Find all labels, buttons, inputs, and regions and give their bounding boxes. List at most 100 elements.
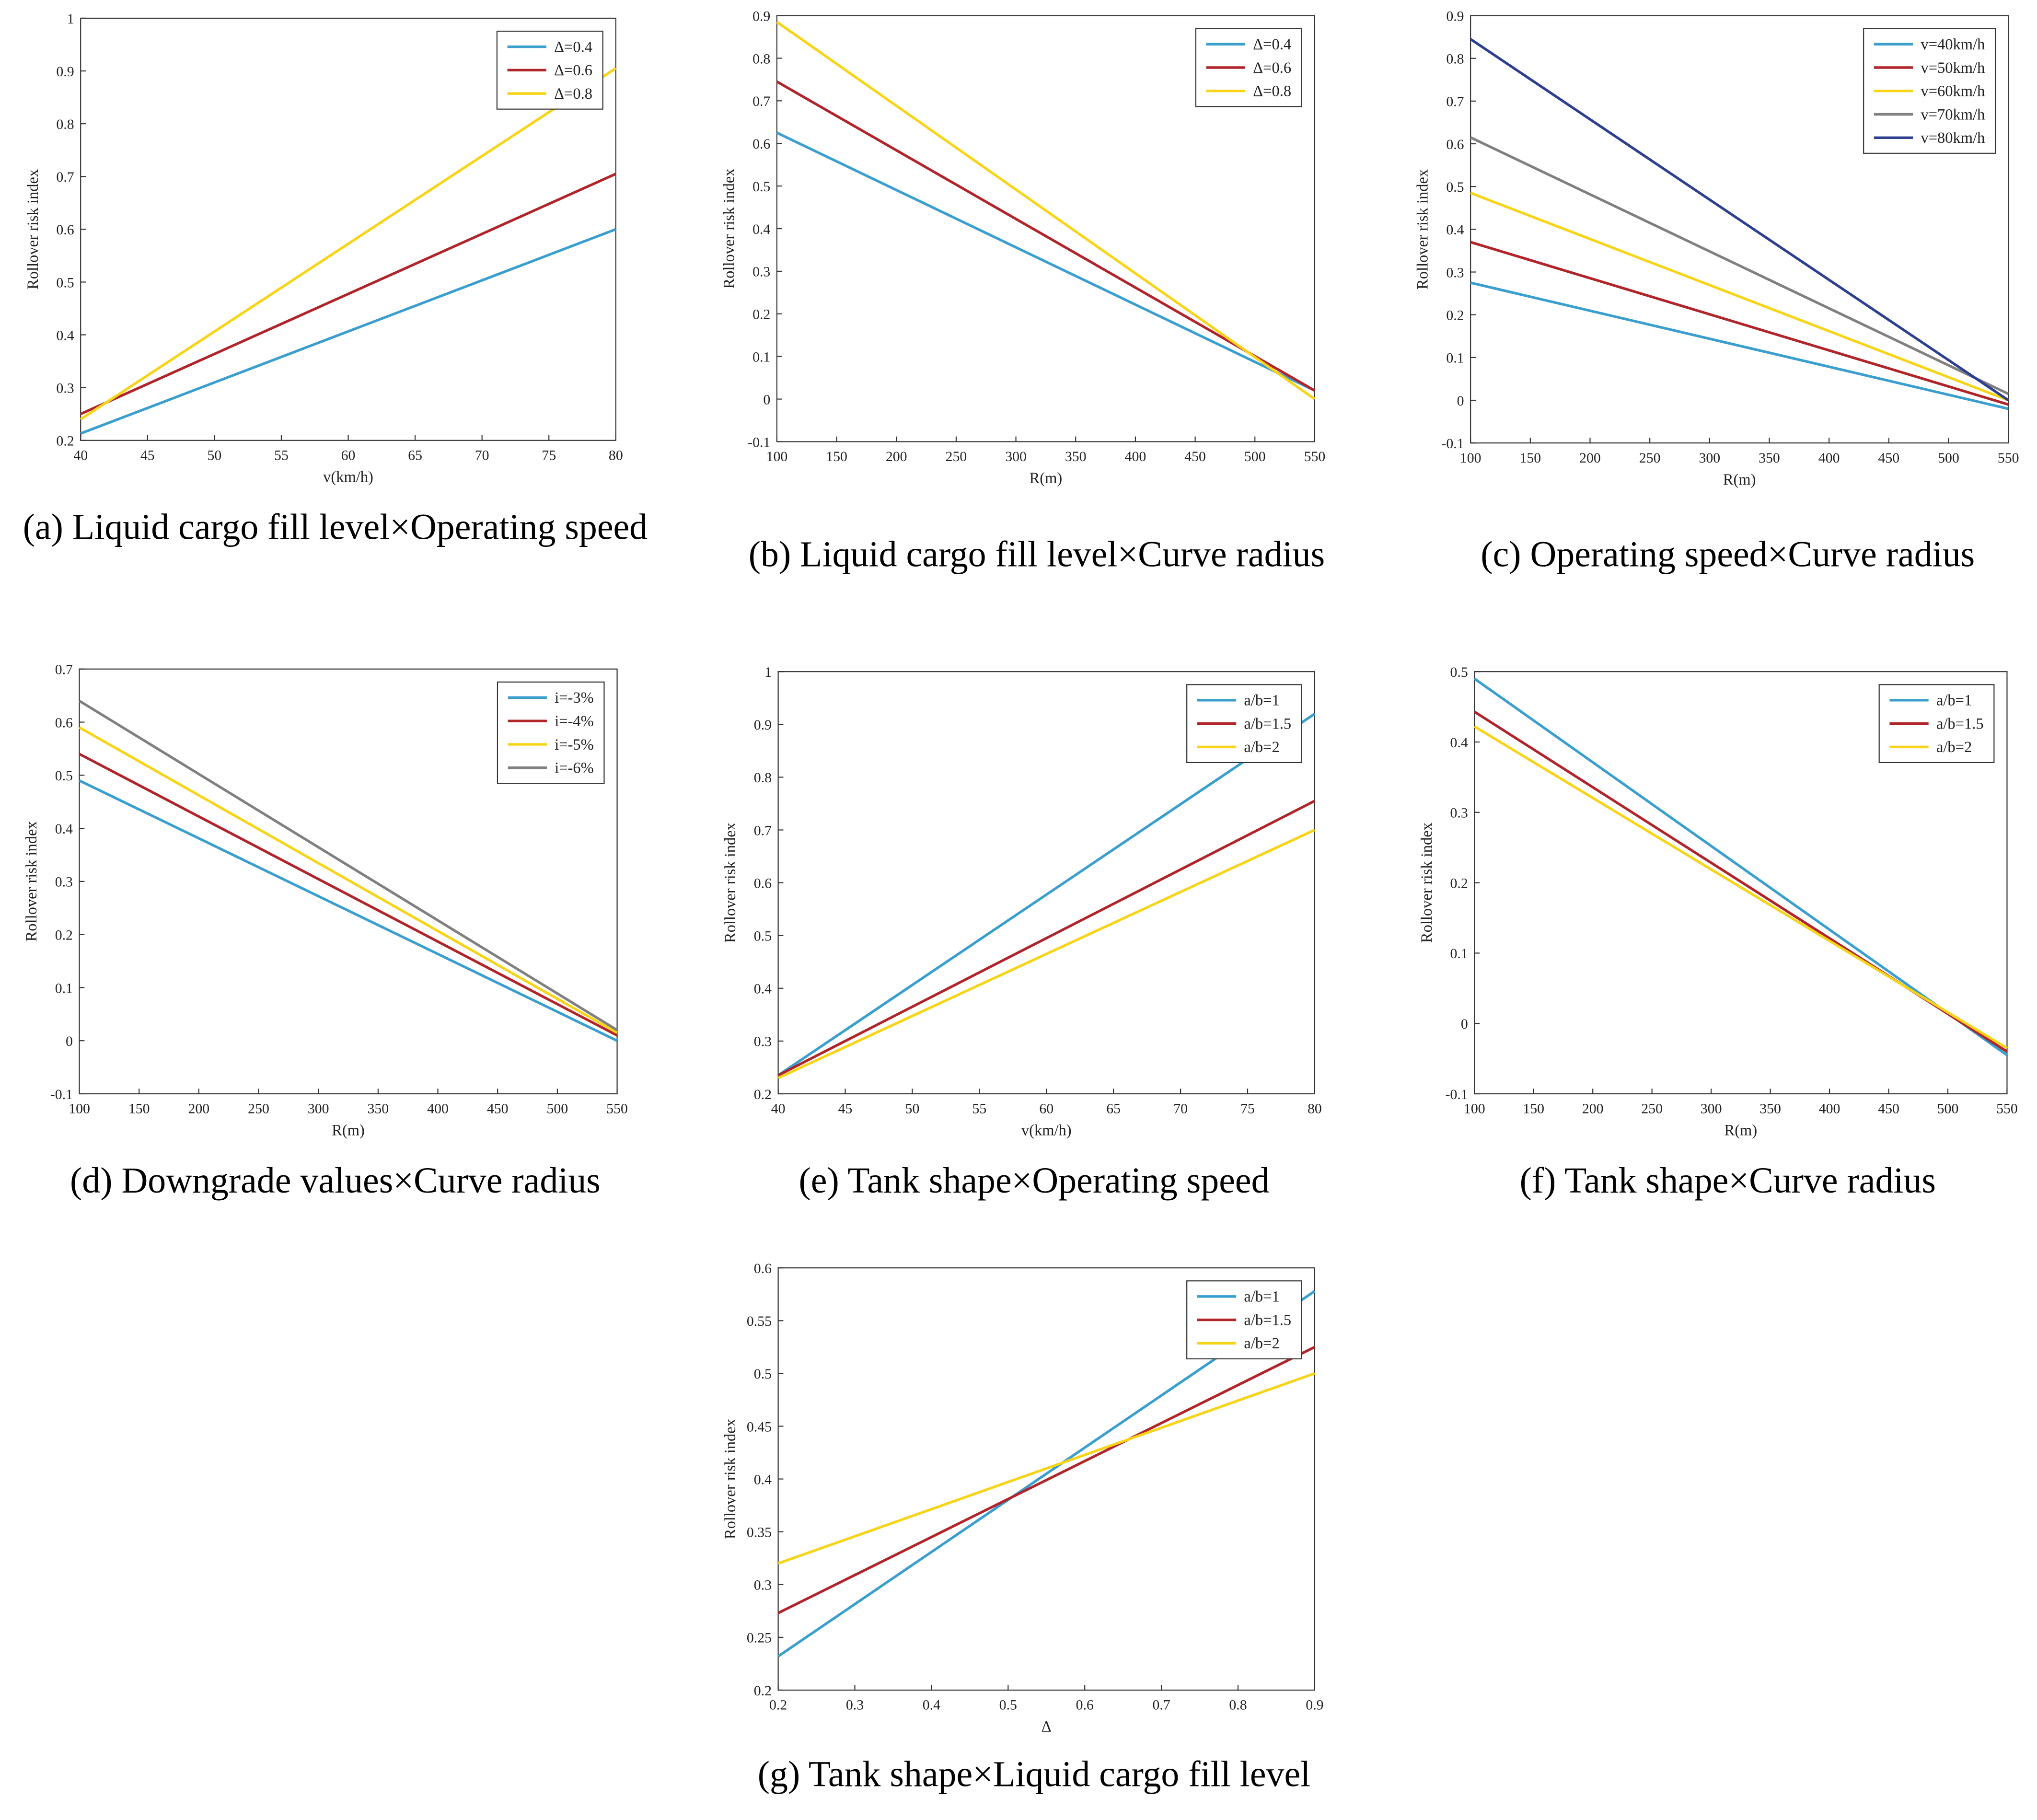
x-tick-label: 450 <box>1184 449 1206 464</box>
x-tick-label: 150 <box>128 1101 150 1117</box>
x-tick-label: 400 <box>427 1101 449 1117</box>
y-tick-label: 0.3 <box>1450 805 1468 821</box>
x-tick-label: 150 <box>1523 1101 1544 1117</box>
y-tick-label: 0 <box>1457 393 1464 409</box>
series-line <box>1470 241 2009 406</box>
series-line <box>776 80 1316 392</box>
x-tick-label: 550 <box>1996 1101 2018 1117</box>
x-tick-label: 40 <box>73 447 88 463</box>
legend: v=40km/h v=50km/h v=60km/h v=70km/h v=80km/h <box>1863 28 1996 154</box>
y-tick-label: 0.3 <box>1446 265 1464 280</box>
y-tick-label: 0.2 <box>56 433 74 449</box>
y-tick-label: 0.1 <box>55 980 73 996</box>
x-tick-label: 350 <box>368 1101 389 1117</box>
series-line <box>79 753 618 1037</box>
y-tick-label: 0.3 <box>754 1577 772 1593</box>
y-tick-label: -0.1 <box>748 434 770 450</box>
x-tick-label: 200 <box>1582 1101 1604 1117</box>
x-tick-label: 80 <box>1308 1101 1322 1117</box>
y-tick-label: 0.7 <box>56 169 74 185</box>
legend-label: v=40km/h <box>1921 36 1985 53</box>
series-line <box>79 726 618 1034</box>
series-line <box>776 21 1316 400</box>
y-tick-label: 0.9 <box>1446 8 1464 24</box>
y-tick-label: 0.8 <box>1446 51 1464 67</box>
x-tick-label: 550 <box>1998 450 2019 466</box>
y-tick-label: 0 <box>763 392 770 407</box>
series-line <box>1473 725 2008 1049</box>
y-tick-label: 0.1 <box>1446 350 1464 366</box>
x-tick-label: 550 <box>1304 449 1326 464</box>
legend: i=-3% i=-4% i=-5% i=-6% <box>497 681 605 784</box>
y-tick-label: 0.6 <box>56 222 74 238</box>
x-tick-label: 450 <box>487 1101 509 1117</box>
y-tick-label: 0.1 <box>1450 946 1468 962</box>
x-tick-label: 45 <box>838 1101 853 1117</box>
x-tick-label: 250 <box>1639 450 1661 466</box>
x-tick-label: 0.2 <box>769 1697 787 1713</box>
x-axis-label: v(km/h) <box>323 468 373 486</box>
series-line <box>777 713 1316 1077</box>
y-tick-label: 0 <box>1461 1016 1468 1032</box>
y-tick-label: 0.3 <box>754 1034 772 1050</box>
legend-label: a/b=1.5 <box>1244 715 1291 732</box>
caption: (b) Liquid cargo fill level×Curve radius <box>749 534 1325 575</box>
x-tick-label: 50 <box>207 447 221 463</box>
y-axis-label: Rollover risk index <box>720 168 738 289</box>
x-tick-label: 0.8 <box>1229 1697 1247 1713</box>
y-tick-label: -0.1 <box>50 1087 73 1102</box>
series-line <box>80 228 616 435</box>
y-tick-label: 0.5 <box>1446 179 1464 195</box>
x-tick-label: 100 <box>1464 1101 1485 1117</box>
series-line <box>1470 281 2009 410</box>
legend-label: i=-3% <box>555 689 594 707</box>
x-tick-label: 450 <box>1878 450 1899 466</box>
x-tick-label: 150 <box>1519 450 1541 466</box>
x-tick-label: 0.9 <box>1306 1697 1323 1713</box>
legend-label: v=60km/h <box>1921 83 1985 100</box>
series-line <box>777 829 1316 1079</box>
x-tick-label: 350 <box>1065 449 1087 464</box>
legend-label: a/b=2 <box>1244 1335 1279 1352</box>
x-tick-label: 550 <box>606 1101 628 1117</box>
x-tick-label: 70 <box>1173 1101 1188 1117</box>
legend: a/b=1 a/b=1.5 a/b=2 <box>1878 684 1995 763</box>
x-tick-label: 500 <box>1244 449 1266 464</box>
x-tick-label: 500 <box>547 1101 568 1117</box>
x-tick-label: 350 <box>1759 450 1780 466</box>
y-tick-label: 0.5 <box>1450 664 1468 680</box>
x-tick-label: 300 <box>1005 449 1027 464</box>
y-tick-label: 0.8 <box>754 770 772 786</box>
legend-label: Δ=0.8 <box>1253 83 1291 100</box>
x-tick-label: 70 <box>475 447 489 463</box>
y-tick-label: 0.5 <box>752 179 770 195</box>
legend-label: v=70km/h <box>1921 106 1985 123</box>
caption: (g) Tank shape×Liquid cargo fill level <box>758 1754 1311 1795</box>
caption: (c) Operating speed×Curve radius <box>1481 534 1975 575</box>
y-tick-label: 0.55 <box>747 1313 772 1329</box>
y-tick-label: 0.2 <box>1450 875 1468 891</box>
legend-label: a/b=1.5 <box>1936 715 1984 732</box>
x-tick-label: 400 <box>1819 1101 1840 1117</box>
x-axis-label: v(km/h) <box>1021 1122 1072 1139</box>
x-tick-label: 55 <box>972 1101 986 1117</box>
y-tick-label: 0.5 <box>754 1366 772 1382</box>
y-axis-label: Rollover risk index <box>23 821 40 941</box>
x-tick-label: 400 <box>1125 449 1146 464</box>
x-tick-label: 0.3 <box>846 1697 864 1713</box>
y-tick-label: 1 <box>67 11 74 27</box>
x-tick-label: 300 <box>1701 1101 1722 1117</box>
x-tick-label: 500 <box>1937 1101 1959 1117</box>
x-tick-label: 300 <box>1699 450 1720 466</box>
series-line <box>777 1372 1315 1565</box>
x-tick-label: 0.4 <box>923 1697 940 1713</box>
y-tick-label: 0.5 <box>55 768 73 784</box>
x-tick-label: 45 <box>140 447 155 463</box>
x-axis-label: R(m) <box>332 1122 365 1139</box>
series-line <box>1470 38 2009 402</box>
caption: (a) Liquid cargo fill level×Operating sp… <box>23 507 648 547</box>
y-tick-label: -0.1 <box>1441 436 1464 452</box>
y-tick-label: 0.4 <box>56 327 74 343</box>
y-tick-label: 0.8 <box>56 116 74 132</box>
x-tick-label: 65 <box>1106 1101 1121 1117</box>
